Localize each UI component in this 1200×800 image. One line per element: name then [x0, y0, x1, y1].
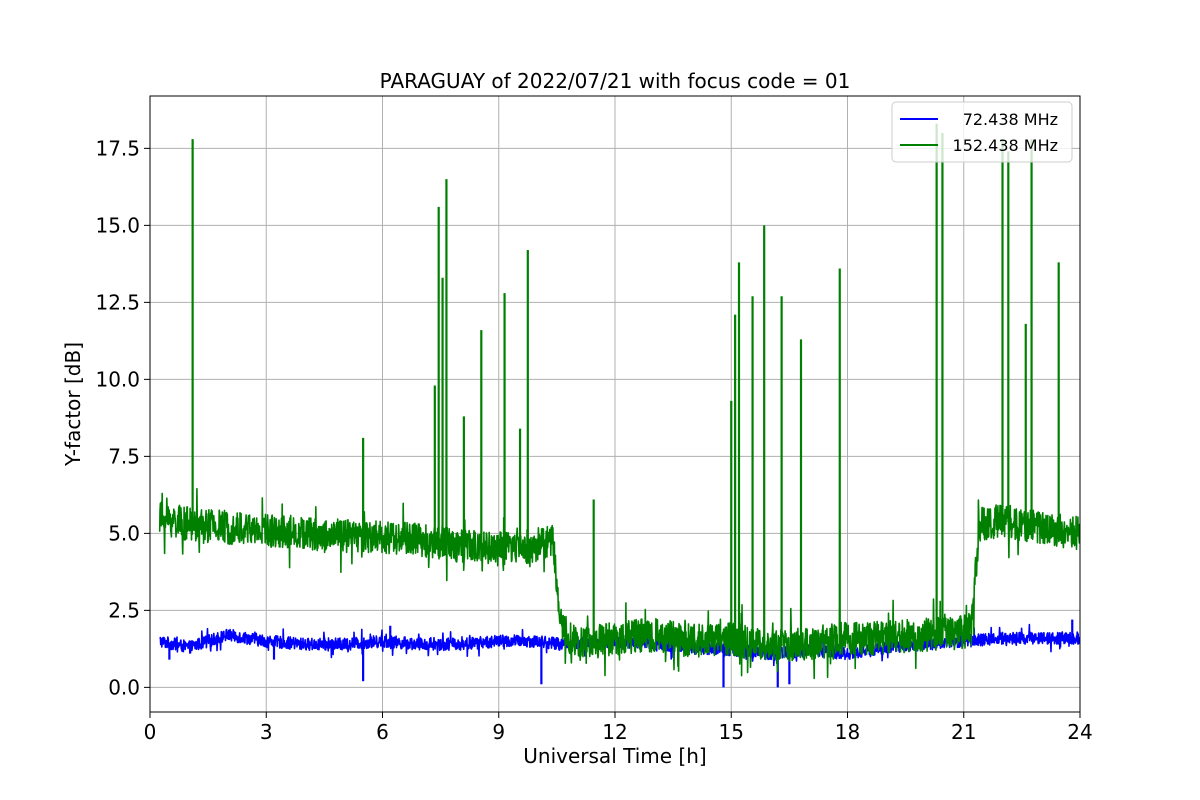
x-tick-label: 0 — [144, 720, 157, 744]
series-line-2 — [158, 487, 1080, 680]
y-tick-label: 15.0 — [95, 213, 140, 237]
x-tick-label: 6 — [376, 720, 389, 744]
x-tick-label: 12 — [602, 720, 627, 744]
y-tick-label: 10.0 — [95, 367, 140, 391]
y-tick-label: 0.0 — [108, 675, 140, 699]
x-axis-label: Universal Time [h] — [523, 744, 706, 768]
y-tick-label: 5.0 — [108, 521, 140, 545]
legend-label: 72.438 MHz — [963, 110, 1058, 129]
x-axis: 0 3 6 9 12 15 18 21 24 — [144, 712, 1093, 744]
y-axis-label: Y-factor [dB] — [61, 342, 85, 467]
y-tick-label: 12.5 — [95, 290, 140, 314]
y-tick-label: 7.5 — [108, 444, 140, 468]
x-tick-label: 18 — [835, 720, 860, 744]
y-tick-label: 2.5 — [108, 598, 140, 622]
x-tick-label: 15 — [719, 720, 744, 744]
legend-label: 152.438 MHz — [953, 136, 1058, 155]
y-axis: 0.0 2.5 5.0 7.5 10.0 12.5 15.0 17.5 — [95, 136, 150, 699]
legend-box — [891, 101, 1073, 163]
y-tick-label: 17.5 — [95, 136, 140, 160]
x-tick-label: 3 — [260, 720, 273, 744]
legend: 72.438 MHz 152.438 MHz — [891, 101, 1073, 163]
x-tick-label: 24 — [1067, 720, 1092, 744]
series-layer — [158, 123, 1080, 688]
x-tick-label: 9 — [492, 720, 505, 744]
chart-title: PARAGUAY of 2022/07/21 with focus code =… — [380, 69, 851, 93]
x-tick-label: 21 — [951, 720, 976, 744]
